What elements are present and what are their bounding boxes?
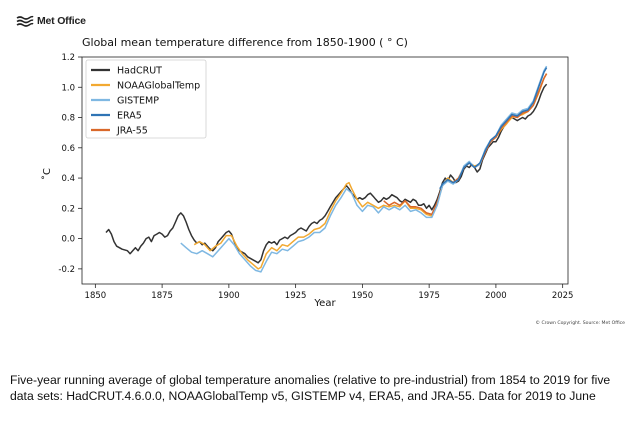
plot-frame xyxy=(81,56,569,285)
x-tick-label: 1850 xyxy=(85,291,107,301)
series-layer xyxy=(105,65,548,273)
x-tick-label: 1975 xyxy=(418,291,440,301)
y-tick-label: 0.0 xyxy=(61,235,75,245)
y-axis: -0.2 0.0 0.2 0.4 0.6 0.8 1.0 1.2 xyxy=(58,53,82,275)
x-tick-label: 2025 xyxy=(552,291,574,301)
series-line-jra-55 xyxy=(383,73,548,216)
y-tick-label: 0.2 xyxy=(61,204,75,214)
x-tick-label: 2000 xyxy=(485,291,507,301)
series-line-era5 xyxy=(439,67,548,190)
chart-title: Global mean temperature difference from … xyxy=(82,36,408,49)
y-tick-label: 0.4 xyxy=(61,174,75,184)
series-line-gistemp xyxy=(180,65,548,273)
legend-label: JRA-55 xyxy=(116,126,148,137)
x-tick-label: 1875 xyxy=(151,291,173,301)
x-tick-label: 1900 xyxy=(218,291,240,301)
figure-caption: Five-year running average of global temp… xyxy=(10,373,611,403)
x-axis: 1850 1875 1900 1925 1950 1975 2000 2025 xyxy=(85,284,574,301)
y-tick-label: 0.8 xyxy=(61,114,75,124)
legend-label: NOAAGlobalTemp xyxy=(117,81,200,92)
y-tick-label: 1.2 xyxy=(61,53,75,63)
y-axis-label: ˚C xyxy=(41,168,53,180)
temperature-chart: Global mean temperature difference from … xyxy=(41,36,625,326)
legend: HadCRUT NOAAGlobalTemp GISTEMP ERA5 JRA-55 xyxy=(85,59,207,139)
y-tick-label: 1.0 xyxy=(61,83,75,93)
legend-box xyxy=(85,59,207,139)
legend-label: HadCRUT xyxy=(117,66,162,77)
logo-text: Met Office xyxy=(37,15,86,27)
series-line-noaaglobaltemp xyxy=(193,73,548,270)
legend-label: GISTEMP xyxy=(117,96,159,107)
copyright-note: © Crown Copyright. Source: Met Office xyxy=(535,319,625,326)
y-tick-label: -0.2 xyxy=(58,265,75,275)
y-tick-label: 0.6 xyxy=(61,144,75,154)
x-axis-label: Year xyxy=(313,298,336,309)
x-tick-label: 1925 xyxy=(285,291,307,301)
legend-label: ERA5 xyxy=(117,111,142,122)
met-office-logo: Met Office xyxy=(16,15,86,27)
met-office-wave-icon xyxy=(16,15,34,27)
x-tick-label: 1950 xyxy=(352,291,374,301)
